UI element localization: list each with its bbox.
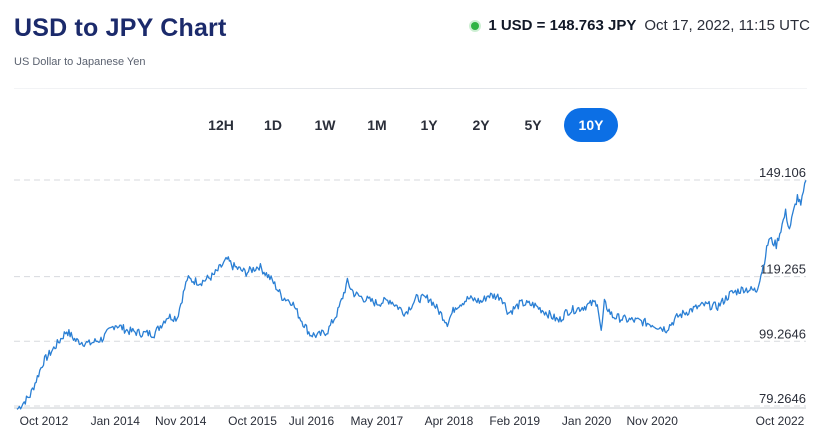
x-tick-label: Nov 2014 bbox=[155, 414, 207, 428]
y-tick-label: 149.106 bbox=[759, 165, 806, 180]
x-tick-label: Oct 2022 bbox=[756, 414, 805, 428]
y-tick-label: 119.265 bbox=[760, 262, 806, 277]
chart-gridlines bbox=[14, 179, 806, 407]
y-tick-label: 79.2646 bbox=[759, 391, 806, 406]
range-button-10y[interactable]: 10Y bbox=[564, 108, 618, 142]
x-tick-label: Jan 2020 bbox=[562, 414, 612, 428]
x-tick-label: Oct 2015 bbox=[228, 414, 277, 428]
y-tick-label: 99.2646 bbox=[759, 326, 806, 341]
time-range-selector: 12H 1D 1W 1M 1Y 2Y 5Y 10Y bbox=[200, 108, 628, 142]
header-divider bbox=[14, 88, 807, 89]
live-status-dot-icon bbox=[471, 21, 480, 30]
x-tick-label: Oct 2012 bbox=[20, 414, 69, 428]
usd-jpy-price-line bbox=[16, 180, 807, 410]
x-tick-label: Apr 2018 bbox=[425, 414, 474, 428]
range-button-2y[interactable]: 2Y bbox=[460, 108, 502, 142]
x-tick-label: Jan 2014 bbox=[91, 414, 141, 428]
y-axis-ticks: 79.2646 99.2646 119.265 149.106 bbox=[759, 165, 806, 406]
range-button-5y[interactable]: 5Y bbox=[512, 108, 554, 142]
x-tick-label: Nov 2020 bbox=[627, 414, 679, 428]
exchange-rate-value: 1 USD = 148.763 JPY bbox=[488, 17, 637, 34]
page-subtitle: US Dollar to Japanese Yen bbox=[14, 56, 146, 68]
range-button-1y[interactable]: 1Y bbox=[408, 108, 450, 142]
rate-timestamp: Oct 17, 2022, 11:15 UTC bbox=[644, 17, 810, 34]
page-title: USD to JPY Chart bbox=[14, 14, 227, 42]
x-axis-ticks: Oct 2012 Jan 2014 Nov 2014 Oct 2015 Jul 2016… bbox=[20, 414, 805, 428]
x-tick-label: Feb 2019 bbox=[489, 414, 540, 428]
range-button-1d[interactable]: 1D bbox=[252, 108, 294, 142]
range-button-12h[interactable]: 12H bbox=[200, 108, 242, 142]
range-button-1m[interactable]: 1M bbox=[356, 108, 398, 142]
x-tick-label: May 2017 bbox=[351, 414, 404, 428]
live-rate: 1 USD = 148.763 JPY Oct 17, 2022, 11:15 … bbox=[471, 17, 810, 34]
usd-jpy-line-chart[interactable]: 79.2646 99.2646 119.265 149.106 Oct 2012 Jan… bbox=[0, 160, 821, 432]
x-tick-label: Jul 2016 bbox=[289, 414, 335, 428]
range-button-1w[interactable]: 1W bbox=[304, 108, 346, 142]
